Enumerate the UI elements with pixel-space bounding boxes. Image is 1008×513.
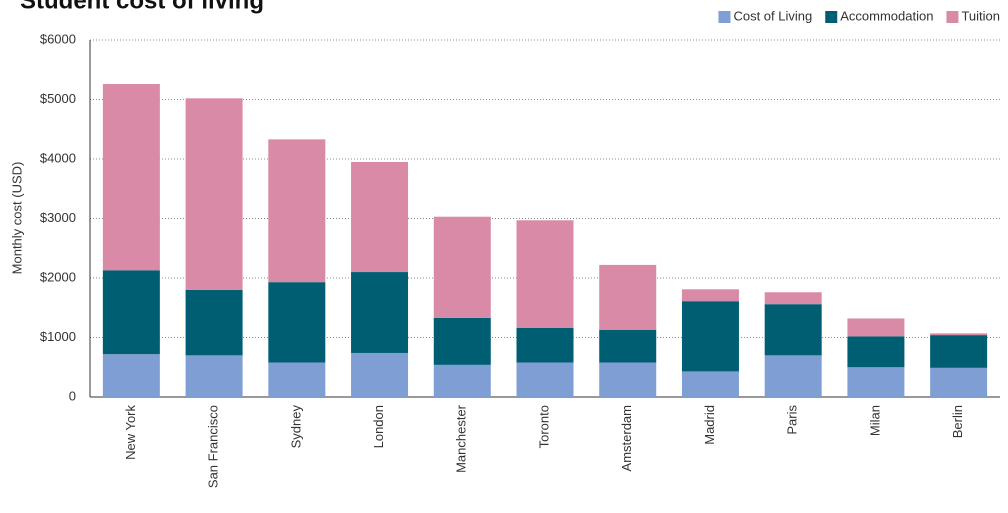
bar-segment — [185, 289, 243, 356]
legend-label: Tuition — [961, 8, 1000, 23]
bar-segment — [930, 335, 988, 368]
x-tick-label: Toronto — [536, 405, 551, 448]
x-tick-label: Madrid — [702, 405, 717, 445]
bar-segment — [599, 362, 657, 397]
y-tick-label: $5000 — [40, 91, 76, 106]
bar-segment — [516, 362, 574, 397]
x-tick-label: San Francisco — [206, 405, 221, 488]
y-tick-label: $4000 — [40, 150, 76, 165]
bar-segment — [433, 317, 491, 365]
bar-segment — [764, 292, 822, 305]
x-tick-label: Milan — [867, 405, 882, 436]
bar-segment — [681, 289, 739, 302]
bar-segment — [268, 282, 326, 363]
legend-swatch — [825, 11, 838, 23]
bar-segment — [351, 272, 409, 353]
legend-label: Cost of Living — [733, 8, 812, 23]
chart-title: Student cost of living — [20, 0, 264, 14]
bar-segment — [351, 352, 409, 397]
legend-label: Accommodation — [840, 8, 933, 23]
bar-segment — [599, 264, 657, 330]
bar-segment — [102, 354, 160, 397]
y-tick-label: $2000 — [40, 269, 76, 284]
bar-segment — [847, 367, 905, 397]
y-tick-label: $6000 — [40, 31, 76, 46]
bar-segment — [268, 139, 326, 283]
bar-segment — [599, 329, 657, 363]
bar-segment — [185, 98, 243, 290]
x-tick-label: New York — [123, 405, 138, 460]
x-tick-label: Manchester — [454, 404, 469, 473]
bar-segment — [930, 367, 988, 397]
bar-segment — [268, 362, 326, 397]
x-tick-label: Paris — [785, 405, 800, 435]
y-tick-label: $3000 — [40, 210, 76, 225]
x-tick-label: London — [371, 405, 386, 448]
bar-segment — [847, 336, 905, 368]
bar-segment — [102, 270, 160, 355]
y-axis-label: Monthly cost (USD) — [9, 162, 24, 275]
bar-segment — [930, 333, 988, 336]
y-tick-label: $1000 — [40, 329, 76, 344]
x-tick-label: Berlin — [950, 405, 965, 438]
legend-swatch — [718, 11, 731, 23]
bar-segment — [681, 301, 739, 372]
bar-segment — [433, 364, 491, 397]
x-tick-label: Amsterdam — [619, 405, 634, 471]
bar-segment — [764, 304, 822, 356]
y-tick-label: 0 — [69, 388, 76, 403]
bar-segment — [102, 84, 160, 271]
bar-segment — [185, 355, 243, 397]
bar-segment — [516, 327, 574, 363]
bar-segment — [847, 318, 905, 337]
x-tick-label: Sydney — [288, 405, 303, 449]
bar-segment — [433, 216, 491, 318]
bar-segment — [764, 355, 822, 397]
bar-segment — [681, 371, 739, 397]
bar-segment — [351, 161, 409, 273]
legend-swatch — [946, 11, 959, 23]
bar-segment — [516, 220, 574, 328]
